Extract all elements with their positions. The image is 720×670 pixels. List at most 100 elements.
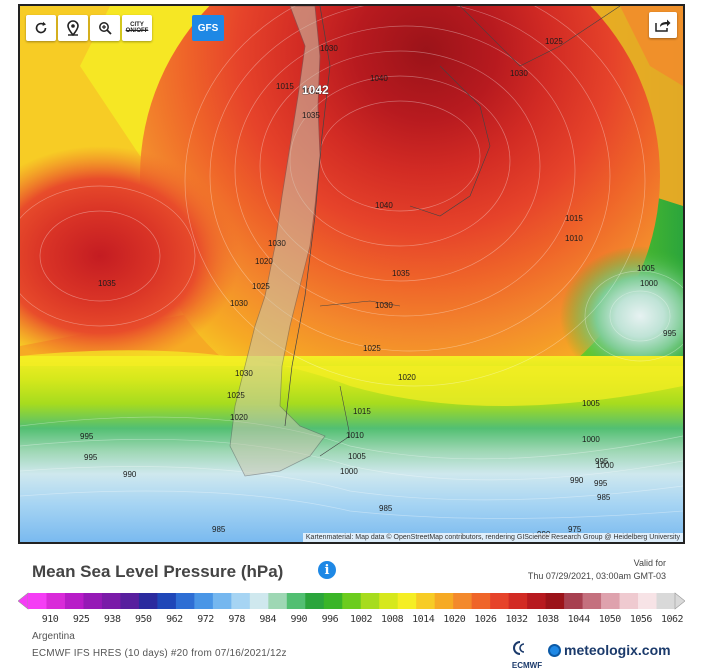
isobar-label: 1000 bbox=[340, 467, 358, 476]
brand-logo[interactable]: meteologix.com bbox=[548, 642, 671, 658]
scale-tick-label: 1062 bbox=[660, 614, 684, 625]
ecmwf-logo-icon bbox=[513, 641, 525, 655]
isobar-label: 995 bbox=[663, 329, 677, 338]
isobar-labels: 1030 1025 1030 1015 1042 1035 1040 1040 1015 1010… bbox=[80, 37, 677, 539]
info-icon[interactable]: i bbox=[318, 561, 336, 579]
ecmwf-label: ECMWF bbox=[511, 661, 543, 670]
city-toggle-button[interactable]: CITY ON/OFF bbox=[122, 15, 152, 41]
map-attribution[interactable]: Kartenmaterial: Map data © OpenStreetMap… bbox=[302, 533, 683, 542]
scale-cell bbox=[453, 593, 473, 609]
isobar-label: 1035 bbox=[392, 269, 410, 278]
scale-cell bbox=[157, 593, 177, 609]
scale-tick-label: 1020 bbox=[443, 614, 466, 625]
isobar-label: 1005 bbox=[582, 399, 600, 408]
city-label: CITY bbox=[130, 22, 144, 28]
isobar-label: 1010 bbox=[346, 431, 364, 440]
scale-tick-label: 996 bbox=[321, 614, 339, 625]
scale-cell bbox=[323, 593, 343, 609]
scale-cell bbox=[490, 593, 510, 609]
scale-cell bbox=[101, 593, 121, 609]
valid-time: Thu 07/29/2021, 03:00am GMT-03 bbox=[527, 571, 666, 581]
scale-tick-label: 1014 bbox=[412, 614, 435, 625]
isobar-label: 995 bbox=[594, 479, 608, 488]
scale-cell bbox=[564, 593, 584, 609]
scale-cell bbox=[656, 593, 676, 609]
refresh-button[interactable] bbox=[26, 15, 56, 41]
isobar-label: 1025 bbox=[545, 37, 563, 46]
isobar-label: 1042 bbox=[302, 87, 320, 96]
scale-cell bbox=[545, 593, 565, 609]
isobar-label: 1020 bbox=[230, 413, 248, 422]
refresh-icon bbox=[35, 21, 47, 34]
scale-tick-label: 950 bbox=[135, 614, 152, 625]
share-icon bbox=[655, 19, 671, 32]
scale-tick-label: 1008 bbox=[381, 614, 404, 625]
isobar-label: 1030 bbox=[510, 69, 528, 78]
share-button[interactable] bbox=[649, 12, 677, 38]
legend-title: Mean Sea Level Pressure (hPa) bbox=[32, 562, 284, 581]
scale-tick-label: 1032 bbox=[505, 614, 528, 625]
scale-tick-label: 938 bbox=[103, 614, 121, 625]
isobar-label: 1010 bbox=[565, 234, 583, 243]
scale-tick-label: 1002 bbox=[349, 614, 373, 625]
scale-cell bbox=[471, 593, 491, 609]
scale-tick-label: 1044 bbox=[567, 614, 591, 625]
scale-cell bbox=[28, 593, 47, 609]
model-info: ECMWF IFS HRES (10 days) #20 from 07/16/… bbox=[32, 648, 287, 659]
isobar-label: 1000 bbox=[582, 435, 600, 444]
scale-cell bbox=[64, 593, 84, 609]
scale-cell bbox=[638, 593, 658, 609]
scale-cell bbox=[601, 593, 621, 609]
isobar-label: 985 bbox=[597, 493, 611, 502]
location-button[interactable] bbox=[58, 15, 88, 41]
scale-cell bbox=[231, 593, 251, 609]
gfs-model-button[interactable]: GFS bbox=[192, 15, 224, 41]
isobar-label: 995 bbox=[80, 432, 94, 441]
scale-tick-label: 1026 bbox=[474, 614, 497, 625]
scale-cell bbox=[582, 593, 602, 609]
isobar-label: 1015 bbox=[353, 407, 371, 416]
scale-ticks: 910 925 938 950 962 972 978 984 990 996 1002 1008 10… bbox=[18, 612, 685, 626]
scale-arrow-right bbox=[674, 592, 685, 610]
scale-cell bbox=[212, 593, 232, 609]
scale-tick-label: 972 bbox=[197, 614, 214, 625]
isobar-label: 1015 bbox=[565, 214, 583, 223]
high-center-label: 1042 bbox=[302, 83, 329, 97]
isobar-label: 1030 bbox=[230, 299, 248, 308]
scale-cell bbox=[194, 593, 214, 609]
scale-cell bbox=[397, 593, 417, 609]
isobar-label: 1020 bbox=[398, 373, 416, 382]
region-label: Argentina bbox=[32, 631, 75, 642]
scale-cell bbox=[508, 593, 528, 609]
scale-cell bbox=[305, 593, 325, 609]
isobar-label: 1020 bbox=[255, 257, 273, 266]
valid-label: Valid for bbox=[633, 558, 666, 568]
pressure-map[interactable]: 1030 1025 1030 1015 1042 1035 1040 1040 1015 1010… bbox=[18, 4, 685, 544]
isobar-label: 990 bbox=[570, 476, 584, 485]
scale-tick-label: 1038 bbox=[536, 614, 560, 625]
scale-tick-label: 962 bbox=[166, 614, 183, 625]
zoom-button[interactable] bbox=[90, 15, 120, 41]
ecmwf-logo[interactable]: ECMWF bbox=[510, 640, 544, 670]
isobar-label: 995 bbox=[84, 453, 98, 462]
scale-cell bbox=[249, 593, 269, 609]
scale-tick-label: 910 bbox=[41, 614, 59, 625]
isobar-label: 1040 bbox=[370, 74, 388, 83]
color-scale bbox=[18, 592, 685, 610]
isobar-label: 1000 bbox=[640, 279, 658, 288]
isobar-label: 1030 bbox=[235, 369, 253, 378]
scale-cell bbox=[360, 593, 380, 609]
scale-cell bbox=[416, 593, 436, 609]
location-pin-icon bbox=[67, 20, 79, 36]
isobar-label: 1025 bbox=[227, 391, 245, 400]
scale-cell bbox=[83, 593, 103, 609]
isobar-label: 990 bbox=[123, 470, 137, 479]
scale-tick-label: 984 bbox=[259, 614, 276, 625]
scale-cell bbox=[527, 593, 547, 609]
scale-arrow-left bbox=[18, 592, 29, 610]
scale-cell bbox=[342, 593, 362, 609]
isobar-label: 1030 bbox=[375, 301, 393, 310]
scale-cell bbox=[120, 593, 140, 609]
isobar-label: 1040 bbox=[375, 201, 393, 210]
isobar-label: 1035 bbox=[98, 279, 116, 288]
